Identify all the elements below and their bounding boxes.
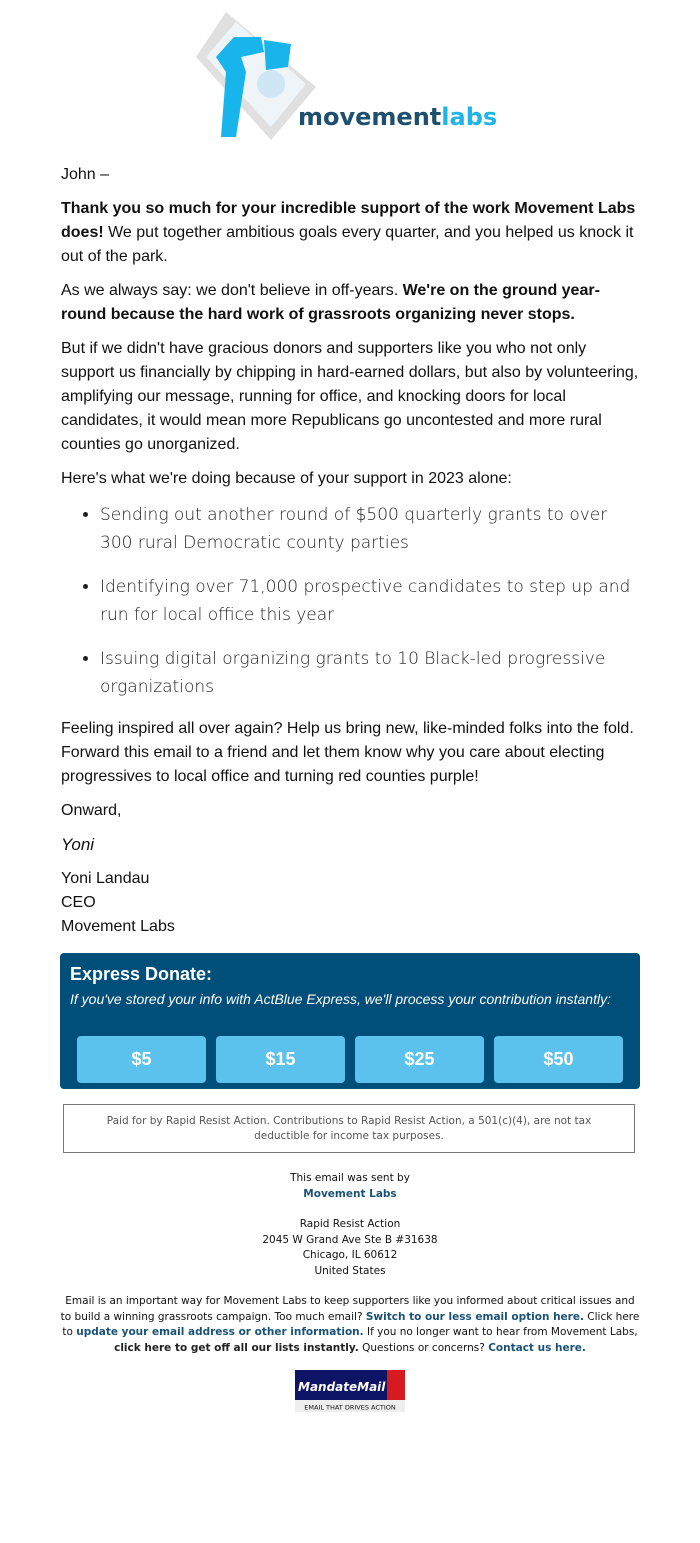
notice-text: Questions or concerns? xyxy=(358,1341,489,1354)
list-item: Sending out another round of $500 quarte… xyxy=(100,501,641,557)
signature: Yoni xyxy=(61,835,95,854)
paragraph-3: But if we didn't have gracious donors an… xyxy=(61,340,639,453)
notice-text: If you no longer want to hear from Movem… xyxy=(363,1326,638,1338)
movement-labs-logo: movementlabs xyxy=(196,12,496,140)
email-body: movementlabs John – Thank you so much fo… xyxy=(0,0,700,1458)
donate-25-button[interactable]: $25 xyxy=(355,1036,484,1083)
list-item: Issuing digital organizing grants to 10 … xyxy=(100,645,641,701)
mandatemail-badge: MandateMail EMAIL THAT DRIVES ACTION xyxy=(295,1370,405,1412)
address-line: 2045 W Grand Ave Ste B #31638 xyxy=(262,1233,438,1246)
p2-start: As we always say: we don't believe in of… xyxy=(61,282,403,299)
notice-text: Email is an important way for Movement L… xyxy=(60,1295,635,1323)
logo-text-accent: labs xyxy=(441,103,496,131)
greeting: John – xyxy=(61,166,110,183)
donate-50-button[interactable]: $50 xyxy=(494,1036,623,1083)
letter-content: John – Thank you so much for your incred… xyxy=(61,163,641,939)
paid-for-disclaimer: Paid for by Rapid Resist Action. Contrib… xyxy=(63,1104,635,1153)
badge-name: MandateMail xyxy=(298,1380,386,1394)
address-line: United States xyxy=(314,1264,386,1277)
donate-15-button[interactable]: $15 xyxy=(216,1036,345,1083)
signer-name: Yoni Landau xyxy=(61,870,150,887)
donate-5-button[interactable]: $5 xyxy=(77,1036,206,1083)
less-email-link[interactable]: Switch to our less email option here. xyxy=(365,1310,584,1323)
signer-title: CEO xyxy=(61,894,96,911)
notice-text: Click here to xyxy=(62,1310,640,1339)
paragraph-2: As we always say: we don't believe in of… xyxy=(61,279,641,327)
p1-rest: We put together ambitious goals every qu… xyxy=(61,224,634,265)
paragraph-1: Thank you so much for your incredible su… xyxy=(61,197,641,269)
list-item: Identifying over 71,000 prospective cand… xyxy=(100,573,641,629)
address-line: Chicago, IL 60612 xyxy=(302,1249,398,1261)
logo-wordmark: movementlabs xyxy=(298,103,496,131)
badge-tagline: EMAIL THAT DRIVES ACTION xyxy=(304,1404,396,1412)
logo-text-main: movement xyxy=(298,103,441,131)
donate-title: Express Donate: xyxy=(70,964,213,984)
p1-bold: Thank you so much for your incredible su… xyxy=(61,200,636,241)
donate-buttons: $5 $15 $25 $50 xyxy=(77,1036,623,1083)
sender-link[interactable]: Movement Labs xyxy=(303,1187,397,1200)
donate-subtitle: If you've stored your info with ActBlue … xyxy=(70,991,611,1007)
address-line: Rapid Resist Action xyxy=(299,1218,401,1230)
signer-org: Movement Labs xyxy=(61,918,175,935)
footer-notice: Email is an important way for Movement L… xyxy=(60,1294,640,1356)
update-info-link[interactable]: update your email address or other infor… xyxy=(76,1326,364,1338)
paragraph-5: Feeling inspired all over again? Help us… xyxy=(61,720,634,785)
paragraph-4: Here's what we're doing because of your … xyxy=(61,470,512,487)
footer: This email was sent by Movement Labs Rap… xyxy=(60,1171,640,1458)
express-donate-box: Express Donate: If you've stored your in… xyxy=(60,953,640,1089)
contact-link[interactable]: Contact us here. xyxy=(488,1341,586,1354)
unsubscribe-link[interactable]: click here to get off all our lists inst… xyxy=(114,1341,359,1354)
p2-bold: We're on the ground year-round because t… xyxy=(61,282,600,323)
closing: Onward, xyxy=(61,802,122,819)
accomplishments-list: Sending out another round of $500 quarte… xyxy=(61,501,641,701)
sent-by-label: This email was sent by xyxy=(290,1172,410,1184)
